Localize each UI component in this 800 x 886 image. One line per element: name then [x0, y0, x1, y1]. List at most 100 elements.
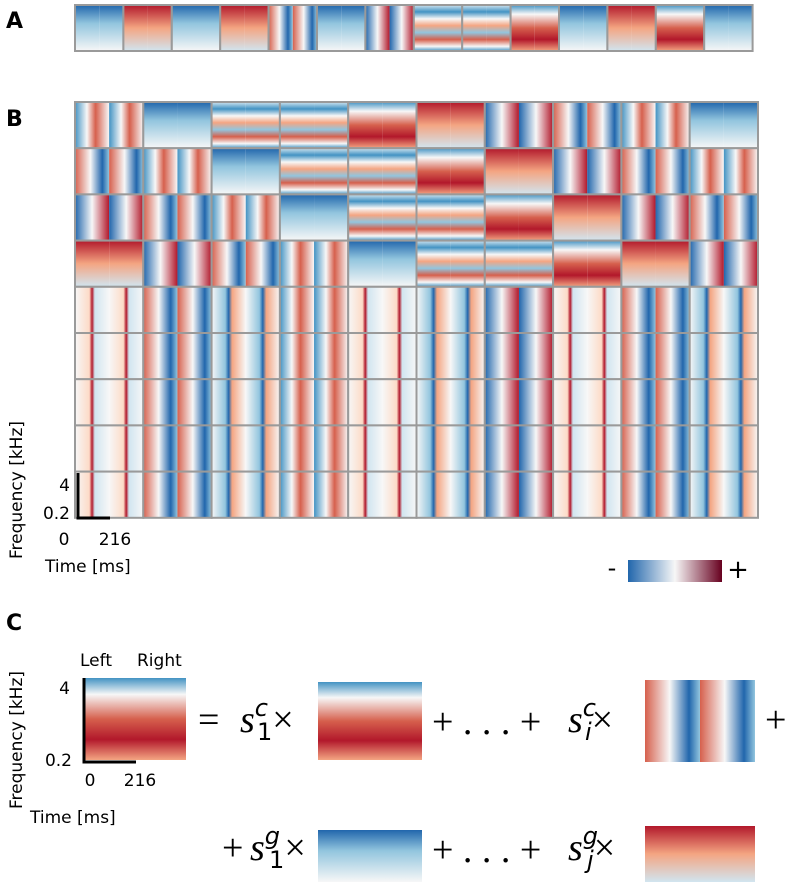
basis-tile [415, 470, 486, 519]
right-channel [314, 425, 349, 472]
basis-tile [483, 470, 555, 519]
left-channel [553, 333, 588, 380]
left-channel [75, 286, 110, 333]
right-channel [382, 148, 417, 195]
basis-tile [170, 4, 222, 52]
left-channel [553, 471, 588, 518]
basis-tile [74, 239, 145, 288]
x-tick-label: 216 [99, 530, 131, 550]
symbol: s [568, 699, 583, 741]
x-tick-label: 216 [124, 771, 156, 791]
left-channel [220, 5, 245, 51]
right-channel [587, 425, 622, 472]
right-channel [655, 286, 690, 333]
right-channel [177, 425, 212, 472]
left-channel [689, 102, 724, 149]
basis-tile [688, 378, 760, 427]
right-channel [587, 333, 622, 380]
left-channel [484, 425, 519, 472]
right-channel [728, 5, 753, 51]
basis-tile [415, 332, 486, 381]
right-channel [314, 379, 349, 426]
left-channel [211, 102, 246, 149]
right-channel [450, 425, 485, 472]
left-channel [268, 5, 293, 51]
left-channel [416, 425, 451, 472]
right-channel [109, 425, 144, 472]
basis-tile [347, 239, 418, 288]
right-channel [700, 826, 755, 882]
left-channel [348, 194, 383, 241]
left-channel [143, 425, 178, 472]
left-channel [621, 240, 656, 287]
tile-border [688, 470, 760, 519]
basis-tile [210, 101, 281, 150]
tiles [74, 4, 760, 882]
superscript: g [583, 822, 598, 850]
left-channel [143, 194, 178, 241]
panel-label: A [6, 9, 23, 34]
basis-tile [142, 285, 213, 334]
plus: + [222, 827, 243, 869]
basis-tile [278, 239, 350, 288]
right-channel [196, 5, 221, 51]
right-channel [382, 194, 417, 241]
right-channel [583, 5, 608, 51]
left-channel [75, 240, 110, 287]
basis-tile [210, 332, 281, 381]
left-channel [75, 102, 110, 149]
right-channel [587, 379, 622, 426]
basis-tile [74, 332, 145, 381]
left-channel [143, 333, 178, 380]
left-channel [279, 102, 315, 149]
right-channel [655, 379, 690, 426]
left-channel [75, 194, 110, 241]
basis-tile [142, 193, 213, 242]
right-channel [382, 471, 417, 518]
right-channel [723, 286, 758, 333]
right-channel [292, 5, 317, 51]
basis-tile [552, 193, 623, 242]
right-channel [518, 286, 554, 333]
basis-tile [558, 4, 609, 52]
basis-tile [347, 147, 418, 196]
superscript: g [265, 822, 280, 850]
basis-tile [142, 239, 213, 288]
symbol: s [568, 827, 583, 869]
left-channel [416, 148, 451, 195]
basis-tile [415, 285, 486, 334]
basis-tile [688, 424, 760, 473]
right-channel [518, 148, 554, 195]
basis-tile [483, 424, 555, 473]
right-channel [382, 102, 417, 149]
left-channel [416, 333, 451, 380]
right-channel [723, 240, 758, 287]
right-channel [109, 148, 144, 195]
right-channel [655, 471, 690, 518]
right-channel [723, 379, 758, 426]
right-channel [245, 379, 280, 426]
left-channel [689, 148, 724, 195]
y-axis-label: Frequency [kHz] [7, 421, 27, 559]
basis-tile [142, 378, 213, 427]
left-channel [416, 102, 451, 149]
basis-tile [318, 682, 422, 760]
basis-tile [552, 239, 623, 288]
right-channel [518, 425, 554, 472]
right-channel [450, 379, 485, 426]
basis-tile [74, 424, 145, 473]
basis-tile [620, 239, 691, 288]
y-tick-label: 4 [59, 476, 70, 496]
basis-tile [318, 830, 422, 882]
equals: = [198, 699, 219, 741]
right-channel [655, 333, 690, 380]
basis-tile [483, 332, 555, 381]
basis-tile [552, 101, 623, 150]
left-channel [348, 425, 383, 472]
times: × [594, 827, 615, 869]
right-channel [587, 240, 622, 287]
right-channel [680, 5, 705, 51]
basis-tile [552, 470, 623, 519]
y-tick-label: 4 [59, 679, 70, 699]
right-channel [245, 194, 280, 241]
